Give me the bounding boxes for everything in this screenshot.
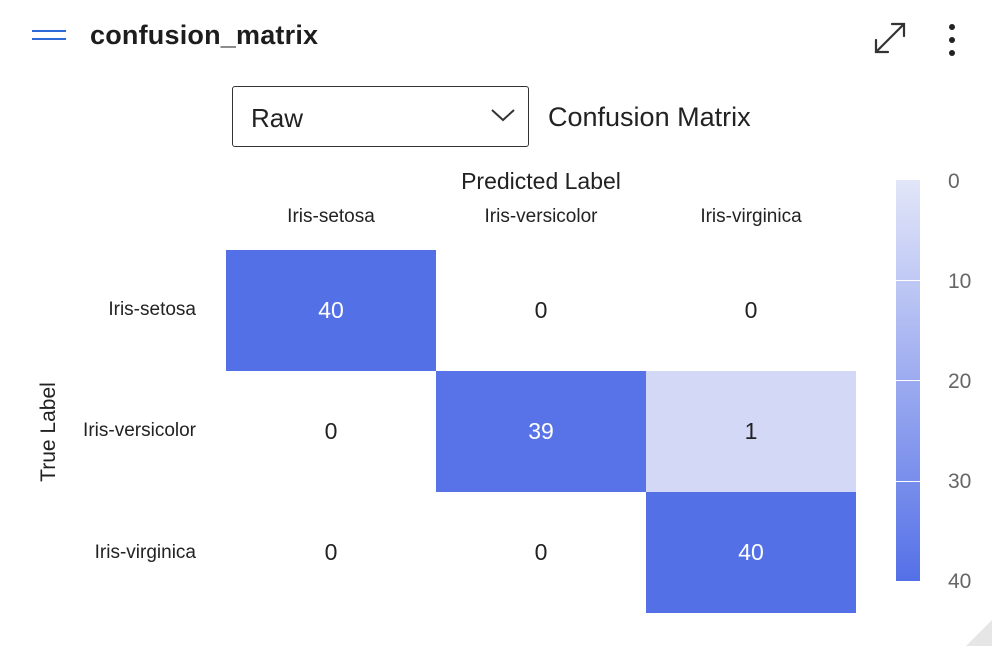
view-mode-value: Raw bbox=[251, 103, 304, 133]
colorbar-band bbox=[896, 280, 920, 380]
colorbar-tick-label: 30 bbox=[948, 470, 972, 493]
heatmap-cell: 0 bbox=[324, 418, 338, 444]
colorbar-tick-label: 20 bbox=[948, 370, 972, 393]
resize-grip-icon[interactable] bbox=[966, 620, 992, 646]
y-tick-label: Iris-versicolor bbox=[83, 420, 196, 441]
more-vertical-icon[interactable] bbox=[940, 22, 964, 56]
heatmap-cell: 1 bbox=[646, 371, 856, 492]
colorbar-band bbox=[896, 381, 920, 481]
y-tick-label: Iris-setosa bbox=[108, 299, 196, 320]
colorbar-tick-label: 0 bbox=[948, 170, 960, 193]
view-mode-select[interactable]: Raw bbox=[232, 86, 529, 147]
page-title: confusion_matrix bbox=[90, 20, 319, 50]
chart-title: Confusion Matrix bbox=[548, 102, 751, 132]
x-tick-label: Iris-virginica bbox=[700, 206, 802, 227]
colorbar-tick-label: 40 bbox=[948, 570, 972, 593]
expand-icon[interactable] bbox=[872, 20, 908, 56]
heatmap-cell: 40 bbox=[226, 250, 436, 371]
x-axis-title: Predicted Label bbox=[461, 168, 621, 194]
colorbar-band bbox=[896, 481, 920, 581]
color-scale-bar bbox=[896, 180, 920, 582]
x-tick-label: Iris-setosa bbox=[287, 206, 375, 227]
heatmap-cell: 0 bbox=[534, 297, 548, 323]
colorbar-band bbox=[896, 180, 920, 280]
chevron-down-icon bbox=[491, 109, 515, 122]
x-tick-label: Iris-versicolor bbox=[484, 206, 598, 227]
heatmap-cell: 0 bbox=[324, 539, 338, 565]
hamburger-menu-icon[interactable] bbox=[32, 30, 66, 42]
heatmap-cell: 40 bbox=[646, 492, 856, 613]
heatmap-cell: 39 bbox=[436, 371, 646, 492]
y-tick-label: Iris-virginica bbox=[94, 542, 196, 563]
heatmap-cell: 0 bbox=[744, 297, 758, 323]
colorbar-tick-label: 10 bbox=[948, 270, 972, 293]
heatmap-cell: 0 bbox=[534, 539, 548, 565]
